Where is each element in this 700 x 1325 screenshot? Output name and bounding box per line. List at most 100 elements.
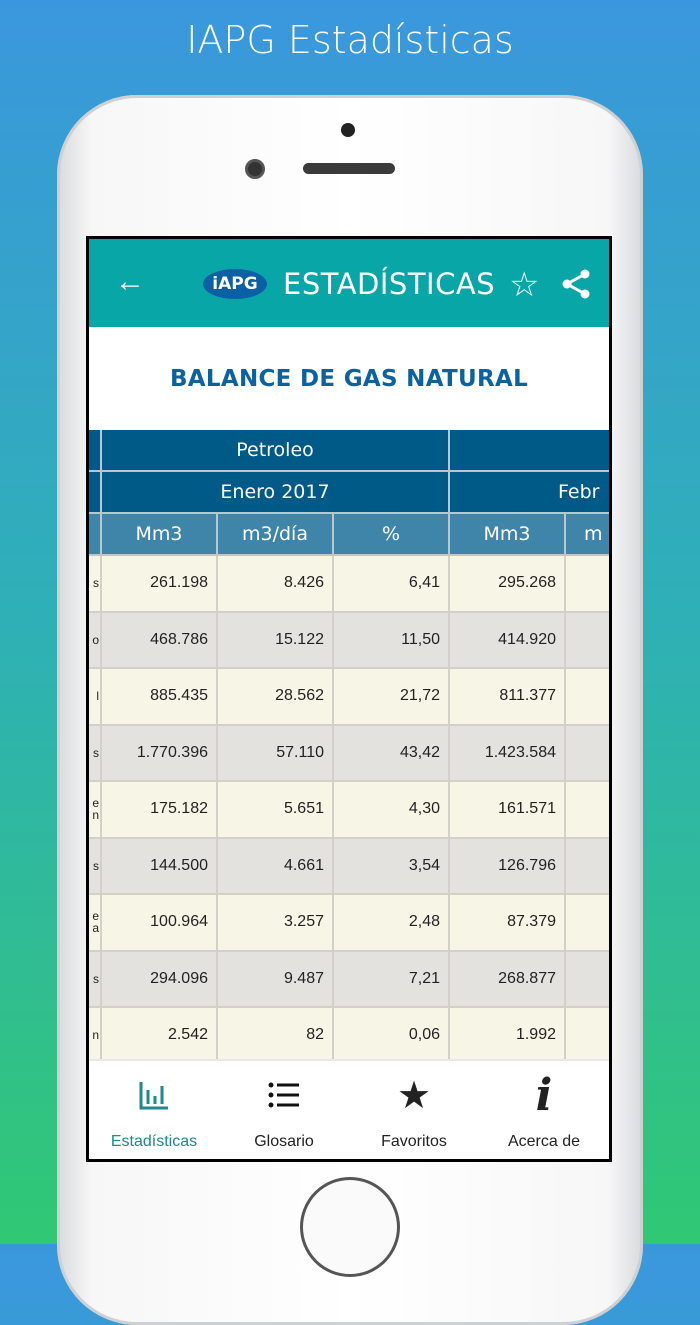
nav-acerca-de[interactable]: i Acerca de — [479, 1061, 609, 1159]
column-header: m3/día — [218, 514, 334, 556]
row-label: s — [89, 725, 102, 782]
table-cell: 295.268 — [450, 556, 566, 613]
table-row[interactable]: s 1.770.396 57.110 43,42 1.423.584 — [89, 725, 609, 782]
table-cell: 3,54 — [334, 838, 450, 895]
table-row[interactable]: e n 175.182 5.651 4,30 161.571 — [89, 782, 609, 839]
speaker — [303, 163, 395, 174]
table-cell: 57.110 — [218, 725, 334, 782]
table-row[interactable]: n 2.542 82 0,06 1.992 — [89, 1008, 609, 1065]
nav-estadisticas[interactable]: Estadísticas — [89, 1061, 219, 1159]
row-label: e n — [89, 782, 102, 839]
header-column-row: Mm3 m3/día % Mm3 m — [89, 514, 609, 556]
row-label: n — [89, 1008, 102, 1065]
table-cell — [566, 952, 609, 1008]
table-cell: 7,21 — [334, 951, 450, 1008]
header-month-row: Enero 2017 Febr — [89, 472, 609, 514]
row-label: o — [89, 612, 102, 669]
table-cell: 468.786 — [102, 612, 218, 669]
table-cell — [566, 613, 609, 669]
table-cell: 1.423.584 — [450, 725, 566, 782]
row-label: s — [89, 951, 102, 1008]
table-cell: 100.964 — [102, 895, 218, 952]
table-cell: 6,41 — [334, 556, 450, 613]
table-cell — [566, 726, 609, 782]
sensor-dot — [341, 123, 355, 137]
app-screen: ← iAPG ESTADÍSTICAS ☆ BALANCE DE GAS NAT… — [86, 236, 612, 1162]
table-cell: 126.796 — [450, 838, 566, 895]
table-cell: 15.122 — [218, 612, 334, 669]
table-row[interactable]: s 294.096 9.487 7,21 268.877 — [89, 951, 609, 1008]
column-header: % — [334, 514, 450, 556]
table-cell: 82 — [218, 1008, 334, 1065]
table-cell — [566, 1008, 609, 1065]
title-area: BALANCE DE GAS NATURAL — [89, 327, 609, 430]
column-header: m — [566, 514, 609, 556]
table-cell — [566, 782, 609, 839]
header-month: Enero 2017 — [102, 472, 450, 514]
arrow-left-icon[interactable]: ← — [115, 265, 145, 298]
front-camera — [245, 159, 265, 179]
header-group-row: Petroleo — [89, 430, 609, 472]
home-button[interactable] — [300, 1177, 400, 1277]
table-cell: 21,72 — [334, 669, 450, 726]
row-label: s — [89, 838, 102, 895]
table-cell — [566, 556, 609, 613]
nav-label: Estadísticas — [110, 1133, 198, 1150]
table-cell: 11,50 — [334, 612, 450, 669]
table-cell: 9.487 — [218, 951, 334, 1008]
star-outline-icon[interactable]: ☆ — [509, 266, 540, 304]
table-cell: 268.877 — [450, 951, 566, 1008]
table-cell — [566, 669, 609, 726]
nav-label: Acerca de — [507, 1133, 581, 1150]
row-label: l — [89, 669, 102, 726]
table-cell: 161.571 — [450, 782, 566, 839]
page-title: BALANCE DE GAS NATURAL — [169, 365, 529, 392]
table-cell: 4,30 — [334, 782, 450, 839]
star-icon: ★ — [396, 1074, 432, 1117]
table-row[interactable]: l 885.435 28.562 21,72 811.377 — [89, 669, 609, 726]
bottom-nav: Estadísticas Glosario ★ Favoritos i Acer… — [89, 1059, 609, 1159]
table-cell: 1.992 — [450, 1008, 566, 1065]
share-icon[interactable] — [561, 269, 591, 304]
info-icon: i — [535, 1069, 553, 1121]
table-cell: 2.542 — [102, 1008, 218, 1065]
nav-label: Glosario — [254, 1133, 314, 1150]
nav-favoritos[interactable]: ★ Favoritos — [349, 1061, 479, 1159]
table-cell: 3.257 — [218, 895, 334, 952]
table-cell: 0,06 — [334, 1008, 450, 1065]
column-header: Mm3 — [102, 514, 218, 556]
header-petroleo: Petroleo — [102, 430, 450, 472]
table-row[interactable]: o 468.786 15.122 11,50 414.920 — [89, 612, 609, 669]
nav-glosario[interactable]: Glosario — [219, 1061, 349, 1159]
table-cell: 261.198 — [102, 556, 218, 613]
nav-label: Favoritos — [381, 1133, 447, 1150]
bar-chart-icon — [139, 1075, 169, 1115]
table-row[interactable]: s 144.500 4.661 3,54 126.796 — [89, 838, 609, 895]
app-title: ESTADÍSTICAS — [283, 267, 496, 301]
table-row[interactable]: s 261.198 8.426 6,41 295.268 — [89, 556, 609, 613]
header-month: Febr — [450, 472, 609, 514]
promo-title: IAPG Estadísticas — [186, 18, 514, 62]
table-cell: 175.182 — [102, 782, 218, 839]
table-cell: 1.770.396 — [102, 725, 218, 782]
table-cell: 28.562 — [218, 669, 334, 726]
table-body: s 261.198 8.426 6,41 295.268 o 468.786 15.122 11… — [89, 556, 609, 1159]
column-header: Mm3 — [450, 514, 566, 556]
table-cell: 414.920 — [450, 612, 566, 669]
app-bar: ← iAPG ESTADÍSTICAS ☆ — [89, 239, 609, 327]
table-cell: 8.426 — [218, 556, 334, 613]
table-cell: 87.379 — [450, 895, 566, 952]
table-row[interactable]: e a 100.964 3.257 2,48 87.379 — [89, 895, 609, 952]
row-label: s — [89, 556, 102, 613]
table-cell: 811.377 — [450, 669, 566, 726]
table-cell: 885.435 — [102, 669, 218, 726]
row-label: e a — [89, 895, 102, 952]
table-cell: 5.651 — [218, 782, 334, 839]
table-cell — [566, 839, 609, 895]
table-cell — [566, 895, 609, 952]
table-cell: 2,48 — [334, 895, 450, 952]
table-cell: 43,42 — [334, 725, 450, 782]
table-cell: 4.661 — [218, 838, 334, 895]
iapg-logo: iAPG — [203, 269, 267, 299]
table-cell: 294.096 — [102, 951, 218, 1008]
